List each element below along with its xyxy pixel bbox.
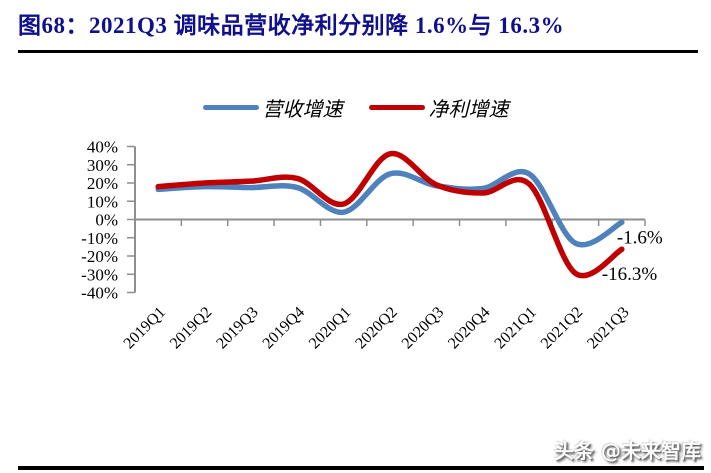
y-axis-label: 10% (87, 192, 118, 211)
y-axis-label: 0% (95, 211, 118, 230)
title-divider (18, 50, 698, 53)
figure-title: 图68：2021Q3 调味品营收净利分别降 1.6%与 16.3% (18, 13, 565, 38)
chart-legend: 营收增速 净利增速 (0, 93, 711, 122)
x-axis-ticks (134, 219, 646, 226)
profit-line-swatch (368, 104, 425, 110)
y-axis-labels: 40%30%20%10%0%-10%-20%-30%-40% (81, 138, 118, 303)
chart-axes (134, 146, 645, 293)
x-axis-label: 2020Q2 (352, 304, 400, 352)
series-end-labels: -1.6% -16.3% (602, 227, 663, 285)
revenue-end-label: -1.6% (617, 227, 663, 248)
revenue-growth-line (155, 169, 625, 248)
x-axis-label: 2021Q1 (491, 304, 539, 352)
legend-label-revenue: 营收增速 (262, 98, 343, 121)
y-axis-label: -40% (81, 284, 118, 303)
legend-label-profit: 净利增速 (428, 98, 509, 121)
y-axis-label: -30% (81, 265, 118, 284)
profit-end-label: -16.3% (602, 264, 658, 285)
chart-series (155, 151, 625, 279)
profit-growth-line (155, 151, 625, 279)
x-axis-label: 2020Q1 (306, 304, 354, 352)
x-axis-label: 2021Q3 (584, 304, 632, 352)
y-axis-label: -20% (81, 247, 118, 266)
x-axis-label: 2021Q2 (538, 304, 586, 352)
bottom-divider (18, 466, 704, 470)
legend-item-revenue: 营收增速 (202, 93, 343, 122)
y-axis-label: 20% (87, 174, 118, 193)
x-axis-label: 2019Q2 (167, 304, 215, 352)
x-axis-labels: 2019Q12019Q22019Q32019Q42020Q12020Q22020… (121, 304, 633, 352)
x-axis-label: 2020Q4 (445, 304, 493, 352)
x-axis-label: 2019Q3 (213, 304, 261, 352)
y-axis-label: 40% (87, 138, 118, 157)
x-axis-label: 2019Q1 (121, 304, 169, 352)
x-axis-label: 2020Q3 (399, 304, 447, 352)
revenue-line-swatch (202, 104, 259, 110)
x-axis-label: 2019Q4 (260, 304, 308, 352)
y-axis-label: -10% (81, 229, 118, 248)
y-axis-label: 30% (87, 156, 118, 175)
y-axis-ticks (127, 145, 135, 294)
legend-item-profit: 净利增速 (368, 93, 509, 122)
watermark: 头条 @未来智库 (554, 439, 701, 463)
